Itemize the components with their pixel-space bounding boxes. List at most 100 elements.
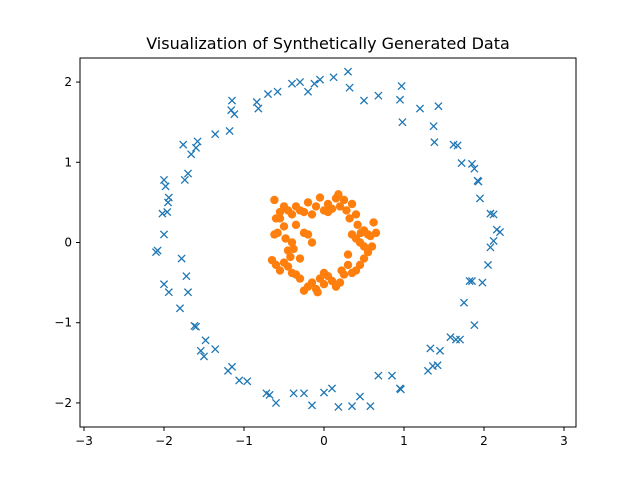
data-point-x bbox=[449, 140, 458, 149]
y-tick-label: 1 bbox=[64, 155, 72, 169]
data-point-circle bbox=[286, 252, 295, 262]
data-point-x bbox=[355, 392, 365, 401]
data-point-x bbox=[465, 276, 474, 286]
data-point-x bbox=[415, 104, 425, 113]
data-point-x bbox=[470, 321, 479, 330]
data-point-circle bbox=[270, 195, 279, 205]
data-point-circle bbox=[275, 214, 285, 223]
data-point-circle bbox=[287, 238, 297, 247]
data-point-x bbox=[319, 388, 329, 397]
data-point-x bbox=[303, 87, 313, 96]
data-point-x bbox=[470, 164, 479, 173]
data-point-circle bbox=[335, 202, 345, 211]
data-point-x bbox=[467, 276, 477, 286]
data-point-circle bbox=[303, 198, 313, 207]
x-tick-label: 3 bbox=[560, 434, 568, 448]
data-point-x bbox=[315, 75, 325, 84]
data-point-x bbox=[397, 82, 406, 91]
data-point-circle bbox=[339, 195, 349, 205]
data-point-circle bbox=[273, 228, 282, 238]
data-point-circle bbox=[345, 214, 354, 223]
data-point-x bbox=[429, 122, 438, 131]
y-tick-label: 0 bbox=[64, 236, 72, 250]
data-point-x bbox=[201, 336, 210, 345]
data-point-circle bbox=[323, 207, 333, 217]
data-point-x bbox=[486, 243, 495, 252]
data-point-circle bbox=[307, 238, 317, 247]
data-point-x bbox=[398, 118, 407, 127]
data-point-x bbox=[374, 91, 383, 100]
data-point-x bbox=[183, 169, 193, 178]
data-point-circle bbox=[353, 220, 362, 230]
data-point-x bbox=[327, 384, 337, 393]
axis-ticks: −3 −2 −1 0 1 2 3 −2 −1 0 1 2 bbox=[54, 75, 568, 448]
data-point-x bbox=[263, 90, 273, 99]
data-point-circle bbox=[347, 199, 357, 209]
data-point-x bbox=[183, 288, 193, 297]
data-point-x bbox=[307, 401, 317, 410]
data-point-x bbox=[196, 346, 205, 355]
data-point-circle bbox=[303, 230, 313, 239]
data-point-x bbox=[227, 106, 236, 115]
data-point-x bbox=[211, 130, 220, 139]
data-point-x bbox=[310, 79, 319, 88]
data-point-x bbox=[159, 175, 169, 184]
data-point-x bbox=[153, 246, 162, 255]
data-point-x bbox=[486, 209, 495, 218]
data-point-x bbox=[473, 176, 482, 185]
data-point-x bbox=[287, 79, 297, 88]
x-tick-label: 1 bbox=[400, 434, 408, 448]
data-point-x bbox=[446, 333, 455, 342]
data-point-x bbox=[227, 96, 237, 105]
y-tick-label: −2 bbox=[54, 396, 72, 410]
data-point-circle bbox=[279, 222, 289, 231]
data-point-x bbox=[489, 236, 498, 245]
data-point-x bbox=[366, 402, 375, 411]
data-point-circle bbox=[311, 202, 321, 211]
data-point-x bbox=[177, 254, 186, 263]
data-point-x bbox=[163, 207, 172, 217]
data-point-x bbox=[345, 83, 354, 92]
data-point-circle bbox=[287, 210, 297, 219]
data-point-x bbox=[334, 402, 343, 412]
data-point-circle bbox=[334, 190, 343, 199]
data-point-x bbox=[163, 198, 173, 207]
data-point-x bbox=[182, 272, 191, 281]
data-point-circle bbox=[359, 254, 369, 263]
data-point-circle bbox=[299, 207, 309, 217]
data-point-x bbox=[159, 280, 169, 289]
data-point-x bbox=[359, 96, 369, 105]
data-point-circle bbox=[291, 220, 301, 230]
data-point-circle bbox=[359, 242, 369, 251]
data-point-x bbox=[433, 361, 442, 370]
data-point-circle bbox=[279, 258, 289, 267]
data-point-x bbox=[455, 335, 465, 344]
data-point-x bbox=[478, 278, 487, 287]
data-point-x bbox=[395, 95, 405, 104]
data-point-x bbox=[289, 389, 298, 398]
data-point-circle bbox=[343, 250, 353, 259]
data-point-circle bbox=[281, 234, 290, 243]
x-tick-label: −3 bbox=[75, 434, 93, 448]
data-point-x bbox=[225, 126, 234, 136]
data-point-circle bbox=[313, 288, 322, 297]
chart-title: Visualization of Synthetically Generated… bbox=[146, 34, 510, 53]
data-point-circle bbox=[371, 228, 381, 238]
data-point-x bbox=[211, 345, 220, 354]
data-point-circle bbox=[287, 268, 297, 278]
data-point-x bbox=[158, 209, 167, 218]
data-point-x bbox=[227, 362, 237, 371]
plot-area bbox=[151, 67, 505, 412]
data-point-x bbox=[475, 194, 485, 203]
data-point-x bbox=[430, 138, 439, 147]
data-point-x bbox=[252, 98, 261, 107]
data-point-x bbox=[426, 344, 435, 353]
data-point-circle bbox=[343, 260, 353, 270]
x-tick-label: 0 bbox=[320, 434, 328, 448]
data-point-x bbox=[265, 390, 274, 399]
data-point-x bbox=[396, 385, 405, 394]
data-point-x bbox=[179, 140, 188, 149]
data-point-x bbox=[193, 137, 202, 146]
